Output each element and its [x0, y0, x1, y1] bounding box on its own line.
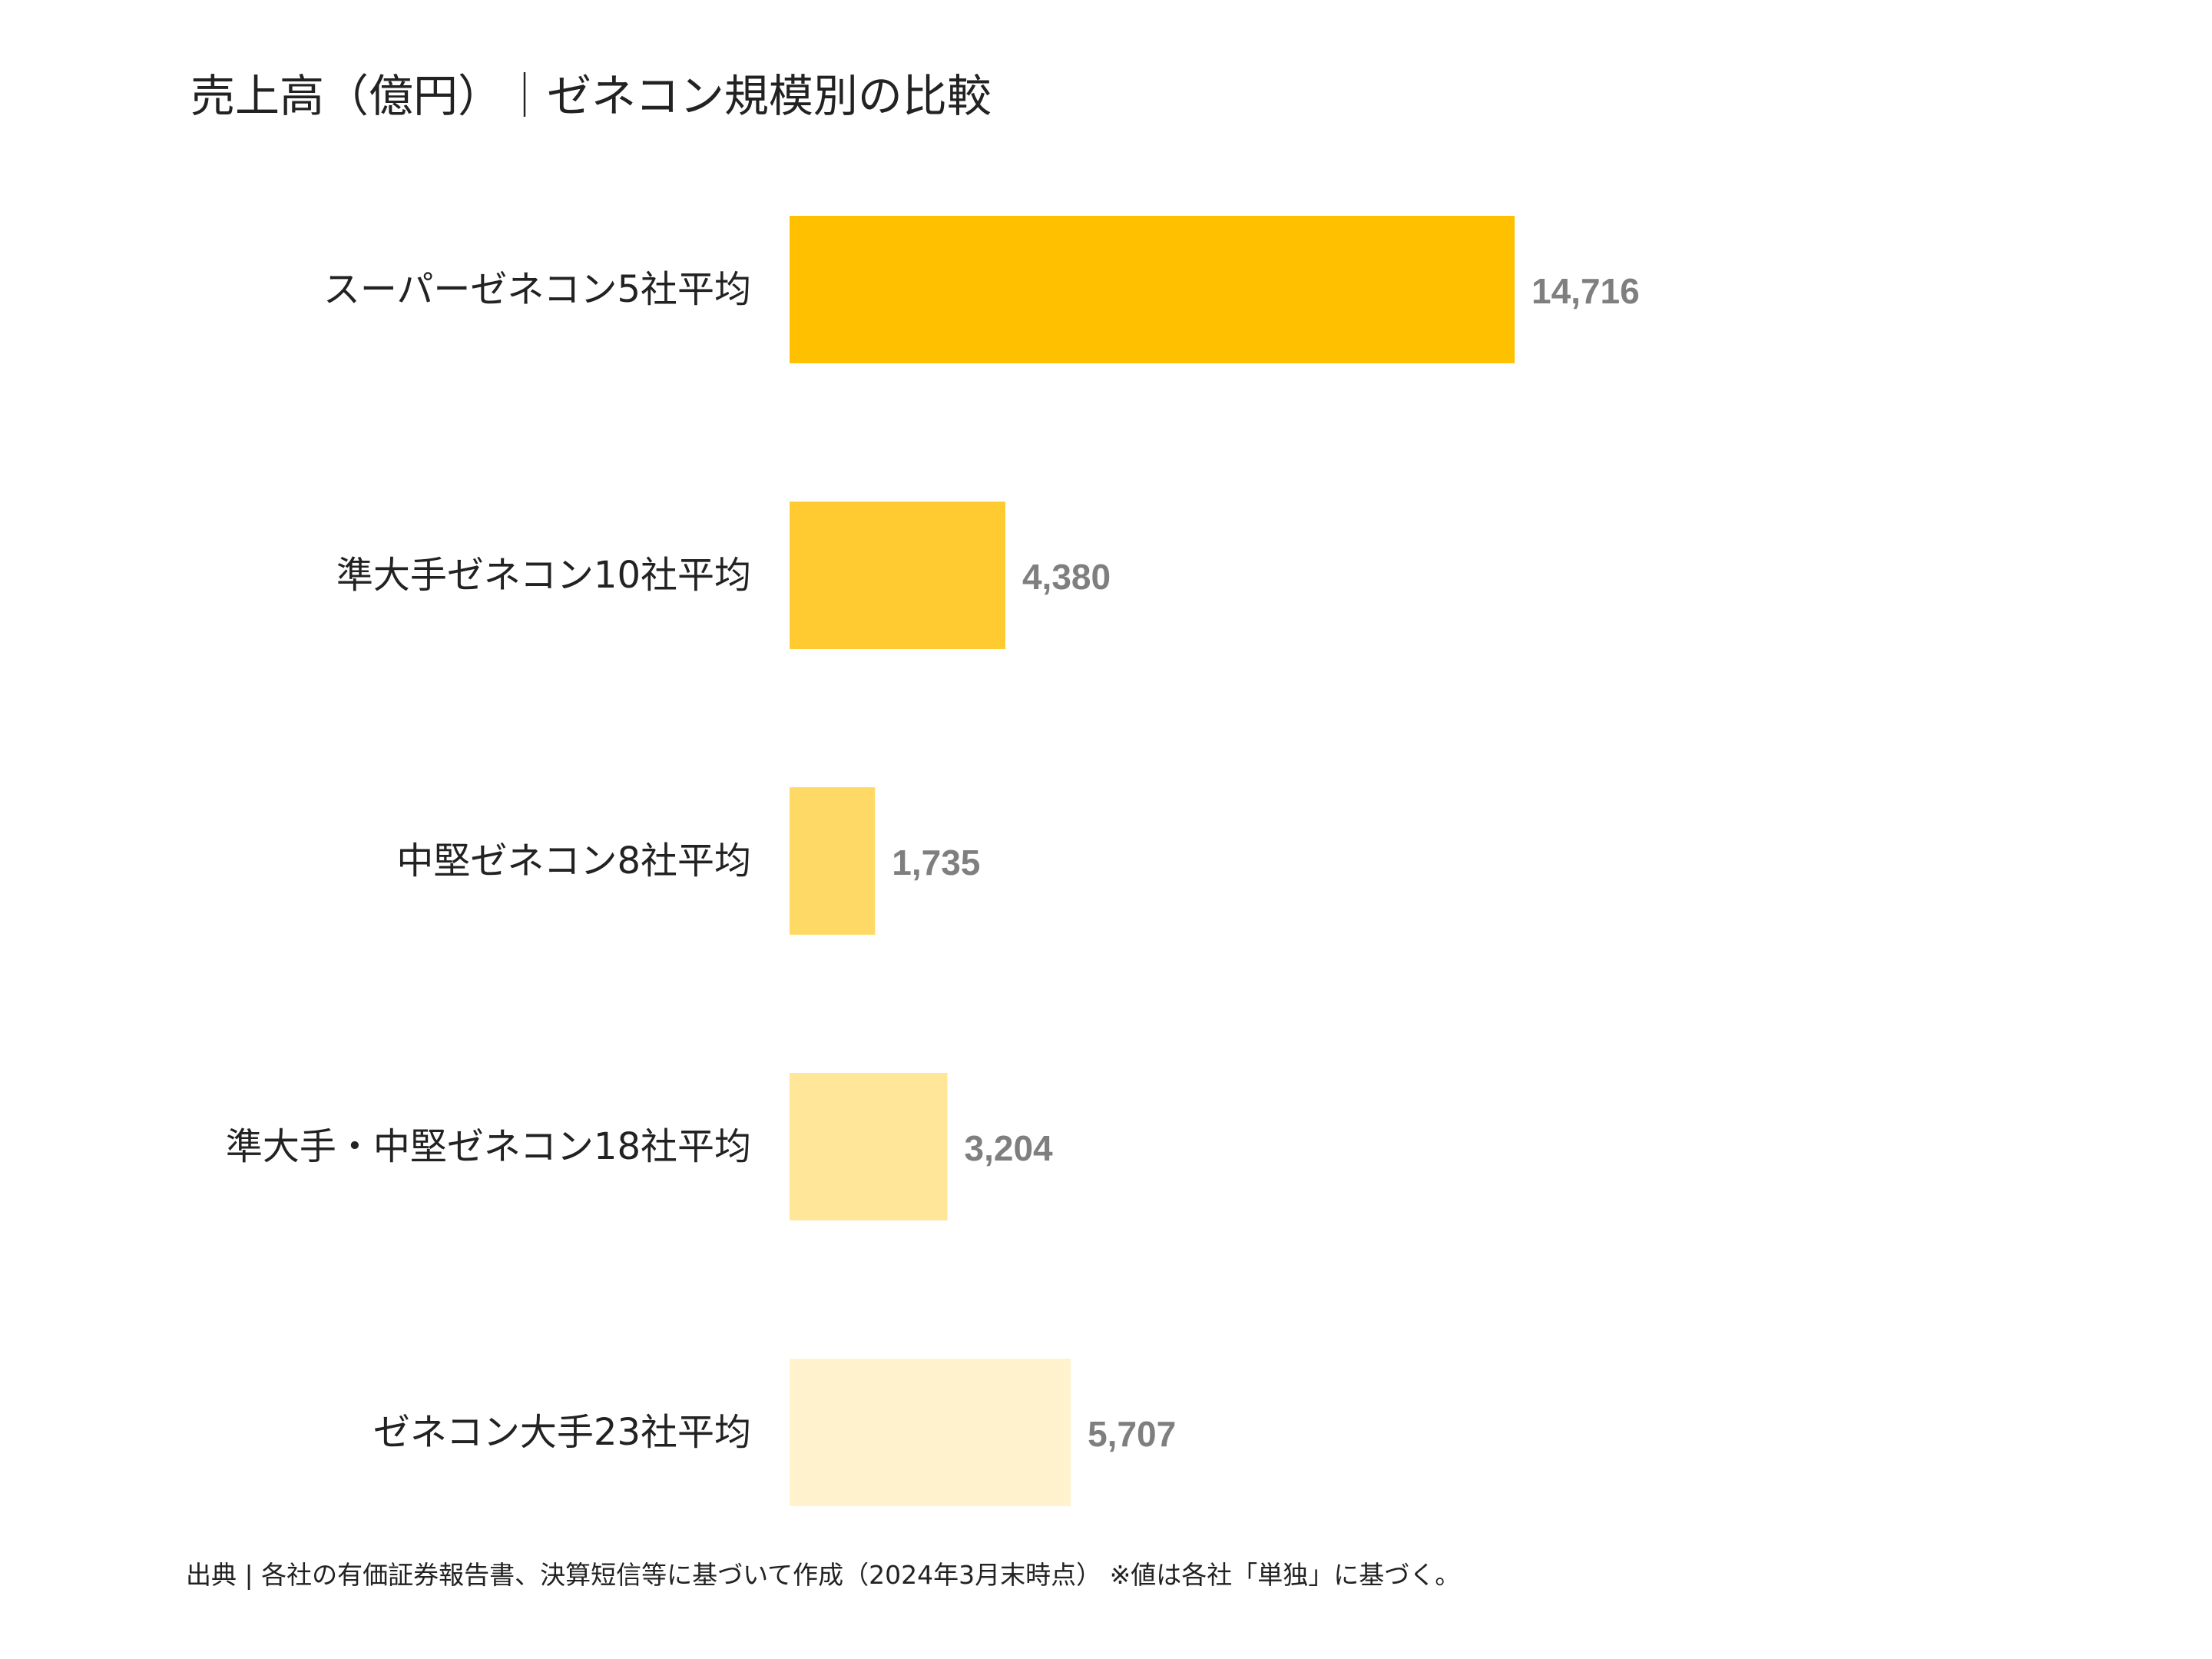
value-label-4: 3,204: [965, 1128, 1054, 1168]
category-label-4: 準大手・中堅ゼネコン18社平均: [226, 1125, 751, 1168]
category-label-1: スーパーゼネコン5社平均: [323, 268, 751, 311]
bar-2: [790, 502, 1005, 649]
value-label-5: 5,707: [1088, 1414, 1176, 1454]
value-label-2: 4,380: [1022, 557, 1111, 597]
chart-title: 売上高（億円）｜ゼネコン規模別の比較: [190, 70, 992, 122]
bar-5: [790, 1359, 1071, 1506]
source-note: 出典 | 各社の有価証券報告書、決算短信等に基づいて作成（2024年3月末時点）…: [186, 1560, 1461, 1590]
value-label-1: 14,716: [1532, 271, 1640, 311]
value-label-3: 1,735: [892, 843, 980, 882]
category-label-5: ゼネコン大手23社平均: [373, 1411, 751, 1454]
category-label-3: 中堅ゼネコン8社平均: [396, 839, 751, 882]
bar-4: [790, 1073, 948, 1220]
bar-3: [790, 787, 876, 935]
category-label-2: 準大手ゼネコン10社平均: [336, 554, 751, 597]
bar-1: [790, 216, 1515, 363]
